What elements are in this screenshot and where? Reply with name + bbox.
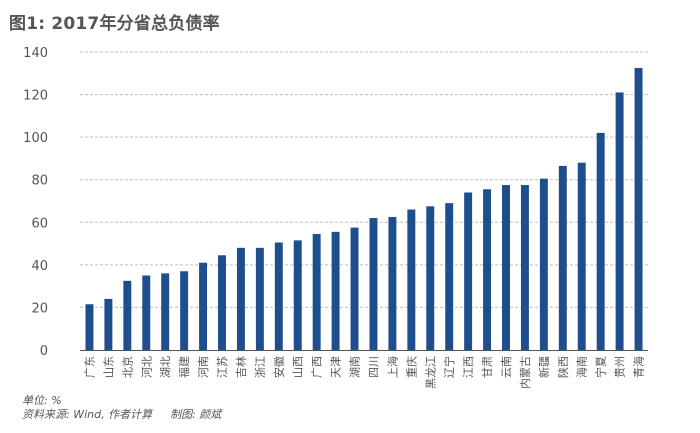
- bar: [161, 273, 170, 350]
- bar: [369, 218, 378, 350]
- source-text: 资料来源: Wind, 作者计算: [22, 408, 153, 421]
- bar: [255, 247, 264, 350]
- x-tick-label: 内蒙古: [518, 356, 532, 389]
- x-tick-label: 四川: [367, 356, 380, 378]
- x-tick-label: 浙江: [254, 356, 267, 378]
- bar: [539, 178, 548, 350]
- x-tick-label: 江西: [462, 356, 475, 378]
- bar: [199, 262, 208, 350]
- x-tick-label: 吉林: [234, 356, 248, 378]
- bar: [312, 233, 321, 350]
- bar: [274, 242, 283, 350]
- x-tick-label: 江苏: [216, 356, 229, 378]
- bar: [142, 275, 151, 350]
- bar: [445, 203, 454, 350]
- x-tick-label: 广东: [83, 356, 96, 378]
- x-tick-label: 甘肃: [481, 356, 494, 378]
- x-tick-label: 青海: [632, 356, 646, 378]
- x-tick-label: 广西: [311, 356, 324, 378]
- x-tick-label: 云南: [500, 356, 513, 378]
- x-tick-label: 山西: [292, 356, 305, 378]
- y-tick-label: 20: [31, 301, 48, 316]
- x-tick-label: 新疆: [537, 356, 551, 378]
- bar: [85, 304, 94, 350]
- source-note: 资料来源: Wind, 作者计算 制图: 颜斌: [22, 406, 221, 422]
- y-tick-label: 60: [31, 216, 48, 231]
- credit-text: 制图: 颜斌: [170, 408, 222, 421]
- x-tick-label: 北京: [120, 356, 134, 378]
- bar: [615, 92, 624, 350]
- x-tick-label: 河北: [140, 356, 153, 378]
- bar: [483, 189, 492, 350]
- x-tick-label: 重庆: [404, 356, 418, 378]
- bar: [236, 247, 245, 350]
- bar: [350, 227, 359, 350]
- unit-note: 单位: %: [22, 394, 62, 407]
- bar: [218, 255, 226, 350]
- y-tick-label: 120: [23, 89, 48, 104]
- x-tick-label: 湖南: [349, 356, 362, 378]
- bar: [596, 132, 605, 350]
- x-tick-label: 海南: [575, 356, 589, 378]
- y-tick-label: 140: [23, 46, 48, 61]
- x-tick-label: 天津: [330, 356, 343, 378]
- x-tick-label: 陕西: [556, 356, 570, 378]
- x-tick-label: 河南: [197, 356, 210, 378]
- x-tick-label: 上海: [385, 356, 399, 378]
- bar: [577, 162, 586, 350]
- x-tick-label: 黑龙江: [424, 356, 437, 389]
- x-tick-label: 湖北: [159, 356, 172, 378]
- chart-title: 图1: 2017年分省总负债率: [9, 14, 220, 34]
- x-tick-label: 贵州: [614, 356, 627, 378]
- bar: [293, 240, 302, 350]
- y-axis-ticks: 0 20 40 60 80 100 120 140: [23, 46, 48, 359]
- bar: [520, 185, 529, 350]
- bar: [502, 185, 510, 350]
- bar: [634, 67, 643, 351]
- x-tick-label: 宁夏: [594, 356, 608, 378]
- x-tick-label: 福建: [177, 356, 191, 378]
- bar: [123, 280, 132, 350]
- bar: [407, 209, 416, 350]
- bar: [558, 165, 567, 350]
- x-axis-ticks: 广东 山东 北京 河北 湖北 福建 河南 江苏 吉林 浙江 安徽 山西 广西 天津 湖南 四川 上海 重庆 黑龙江辽…: [83, 356, 645, 389]
- bars: [85, 67, 643, 351]
- y-tick-label: 40: [31, 259, 48, 274]
- x-tick-label: 安徽: [272, 356, 286, 378]
- y-tick-label: 100: [23, 131, 48, 146]
- y-tick-label: 0: [40, 344, 48, 359]
- bar: [388, 216, 397, 350]
- y-tick-label: 80: [31, 174, 48, 189]
- x-tick-label: 辽宁: [442, 356, 456, 378]
- x-tick-label: 山东: [102, 356, 115, 378]
- bar: [180, 271, 189, 350]
- bar: [104, 298, 113, 350]
- bar: [464, 192, 473, 350]
- bar: [331, 231, 340, 350]
- bar: [426, 206, 435, 350]
